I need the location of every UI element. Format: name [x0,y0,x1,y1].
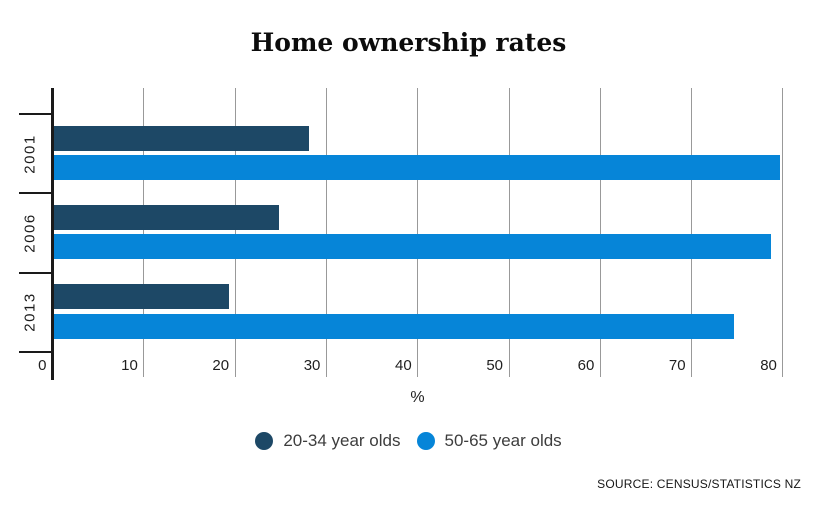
bar-2001-20-34 [54,125,310,151]
category-tick [19,351,53,353]
legend-swatch-20-34-year-olds [255,432,274,450]
gridline-60 [599,88,601,377]
x-tick-label-60: 60 [577,357,595,374]
gridline-20 [234,88,236,377]
y-axis-line [51,88,54,380]
legend-swatch-50-65-year-olds [416,432,435,450]
legend-label-20-34-year-olds: 20-34 year olds [283,431,401,450]
legend-label-50-65-year-olds: 50-65 year olds [444,431,562,450]
x-tick-label-0: 0 [38,357,47,374]
legend: 20-34 year olds 50-65 year olds [0,431,817,451]
x-axis-label: % [410,389,425,406]
y-category-label-2001: 2001 [21,133,39,174]
gridline-40 [417,88,419,377]
x-tick-label-10: 10 [121,357,138,374]
bar-2006-20-34 [54,204,279,230]
bar-2013-50-65 [54,313,734,339]
chart-title: Home ownership rates [250,28,567,57]
y-category-label-2006: 2006 [21,213,39,253]
gridline-50 [508,88,510,377]
bar-2013-20-34 [54,284,229,309]
x-tick-label-20: 20 [212,357,230,374]
category-tick [19,271,53,274]
x-tick-label-40: 40 [395,357,412,374]
x-tick-label-30: 30 [303,357,321,374]
bar-2006-50-65 [54,234,772,259]
gridline-10 [143,88,145,377]
x-tick-label-80: 80 [760,357,777,374]
gridline-70 [691,88,693,377]
x-tick-label-70: 70 [668,357,686,374]
category-tick [19,192,53,194]
bar-2001-50-65 [54,155,781,180]
x-tick-label-50: 50 [486,357,503,374]
gridline-80 [782,88,784,377]
source-attribution: SOURCE: CENSUS/STATISTICS NZ [597,477,801,491]
gridline-30 [325,88,327,377]
category-tick [19,113,53,115]
y-category-label-2013: 2013 [21,292,39,332]
